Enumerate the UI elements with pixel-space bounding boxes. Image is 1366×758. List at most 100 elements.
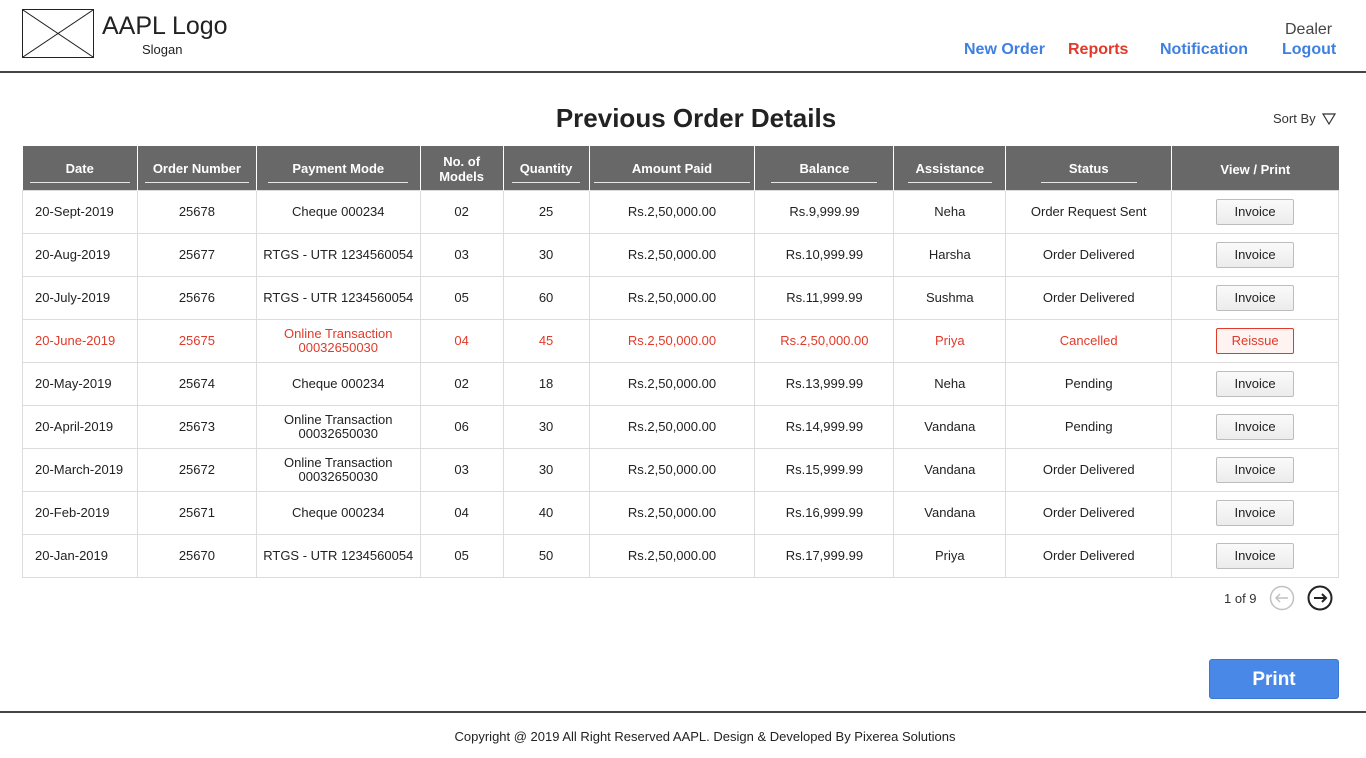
cell-assistance: Neha: [893, 190, 1007, 234]
cell-status: Order Delivered: [1005, 276, 1173, 320]
table-row: 20-March-2019 25672 Online Transaction 0003…: [22, 448, 1339, 492]
cell-assistance: Neha: [893, 362, 1007, 406]
logout-link[interactable]: Logout: [1282, 41, 1337, 58]
nav-notification[interactable]: Notification: [1160, 41, 1248, 58]
cell-order-number: 25674: [136, 362, 257, 406]
print-button[interactable]: Print: [1209, 659, 1339, 699]
cell-date: 20-July-2019: [22, 276, 138, 320]
cell-date: 20-May-2019: [22, 362, 138, 406]
cell-status: Order Delivered: [1005, 448, 1173, 492]
cell-balance: Rs.9,999.99: [754, 190, 895, 234]
nav-new-order[interactable]: New Order: [964, 41, 1045, 58]
sort-by-button[interactable]: Sort By: [1273, 111, 1336, 126]
cell-quantity: 45: [502, 319, 590, 363]
col-header-quantity[interactable]: Quantity: [503, 146, 590, 191]
footer: Copyright @ 2019 All Right Reserved AAPL…: [0, 711, 1366, 758]
cell-status: Pending: [1005, 405, 1173, 449]
cell-view-print: Invoice: [1171, 491, 1339, 535]
payment-line-2: 00032650030: [298, 340, 379, 355]
col-header-date[interactable]: Date: [22, 146, 138, 191]
table-row: 20-April-2019 25673 Online Transaction 0003…: [22, 405, 1339, 449]
cell-assistance: Sushma: [893, 276, 1007, 320]
cell-balance: Rs.13,999.99: [754, 362, 895, 406]
cell-view-print: Invoice: [1171, 362, 1339, 406]
cell-balance: Rs.14,999.99: [754, 405, 895, 449]
cell-view-print: Invoice: [1171, 405, 1339, 449]
cell-quantity: 18: [502, 362, 590, 406]
table-row: 20-Sept-2019 25678 Cheque 000234 02 25 Rs.2,5…: [22, 190, 1339, 234]
cell-quantity: 40: [502, 491, 590, 535]
cell-assistance: Priya: [893, 534, 1007, 578]
invoice-button[interactable]: Invoice: [1216, 414, 1295, 440]
payment-line: RTGS - UTR 1234560054: [263, 290, 414, 305]
cell-status: Order Request Sent: [1005, 190, 1173, 234]
page-title: Previous Order Details: [555, 103, 837, 133]
cell-payment-mode: RTGS - UTR 1234560054: [255, 534, 421, 578]
cell-amount-paid: Rs.2,50,000.00: [588, 276, 756, 320]
orders-table: Date Order Number Payment Mode No. of Mo…: [22, 146, 1339, 578]
cell-view-print: Invoice: [1171, 448, 1339, 492]
reissue-button[interactable]: Reissue: [1216, 328, 1295, 354]
invoice-button[interactable]: Invoice: [1216, 371, 1295, 397]
invoice-button[interactable]: Invoice: [1216, 500, 1295, 526]
cell-models: 06: [419, 405, 504, 449]
cell-assistance: Vandana: [893, 448, 1007, 492]
cell-assistance: Harsha: [893, 233, 1007, 277]
cell-status: Pending: [1005, 362, 1173, 406]
invoice-button[interactable]: Invoice: [1216, 242, 1295, 268]
col-header-amount-paid[interactable]: Amount Paid: [589, 146, 756, 191]
cell-view-print: Reissue: [1171, 319, 1339, 363]
cell-amount-paid: Rs.2,50,000.00: [588, 319, 756, 363]
col-header-order-number[interactable]: Order Number: [137, 146, 257, 191]
arrow-left-circle-icon[interactable]: [1269, 585, 1295, 611]
payment-line: Cheque 000234: [291, 376, 385, 391]
user-role-label: Dealer: [1285, 21, 1333, 38]
cell-status: Order Delivered: [1005, 491, 1173, 535]
cell-date: 20-Jan-2019: [22, 534, 138, 578]
col-header-status[interactable]: Status: [1005, 146, 1173, 191]
cell-assistance: Vandana: [893, 405, 1007, 449]
table-header-row: Date Order Number Payment Mode No. of Mo…: [22, 146, 1339, 191]
cell-order-number: 25675: [136, 319, 257, 363]
cell-amount-paid: Rs.2,50,000.00: [588, 233, 756, 277]
cell-models: 05: [419, 534, 504, 578]
invoice-button[interactable]: Invoice: [1216, 285, 1295, 311]
cell-assistance: Vandana: [893, 491, 1007, 535]
cell-models: 03: [419, 448, 504, 492]
logo-placeholder-icon: [22, 9, 94, 58]
invoice-button[interactable]: Invoice: [1216, 199, 1295, 225]
cell-date: 20-Aug-2019: [22, 233, 138, 277]
cell-order-number: 25672: [136, 448, 257, 492]
payment-line-2: 00032650030: [298, 426, 379, 441]
nav-reports[interactable]: Reports: [1068, 41, 1129, 58]
cell-view-print: Invoice: [1171, 190, 1339, 234]
invoice-button[interactable]: Invoice: [1216, 457, 1295, 483]
cell-amount-paid: Rs.2,50,000.00: [588, 491, 756, 535]
table-row: 20-May-2019 25674 Cheque 000234 02 18 Rs.2,50…: [22, 362, 1339, 406]
col-header-payment-mode[interactable]: Payment Mode: [256, 146, 421, 191]
cell-balance: Rs.15,999.99: [754, 448, 895, 492]
col-header-balance[interactable]: Balance: [754, 146, 895, 191]
cell-payment-mode: Cheque 000234: [255, 491, 421, 535]
cell-models: 04: [419, 319, 504, 363]
cell-order-number: 25671: [136, 491, 257, 535]
col-header-view-print: View / Print: [1171, 146, 1339, 191]
arrow-right-circle-icon[interactable]: [1307, 585, 1333, 611]
cell-quantity: 25: [502, 190, 590, 234]
payment-line: RTGS - UTR 1234560054: [263, 548, 414, 563]
col-header-models[interactable]: No. of Models: [420, 146, 504, 191]
cell-payment-mode: RTGS - UTR 1234560054: [255, 233, 421, 277]
cell-models: 02: [419, 190, 504, 234]
cell-view-print: Invoice: [1171, 233, 1339, 277]
cell-models: 03: [419, 233, 504, 277]
invoice-button[interactable]: Invoice: [1216, 543, 1295, 569]
cell-amount-paid: Rs.2,50,000.00: [588, 190, 756, 234]
cell-order-number: 25676: [136, 276, 257, 320]
cell-balance: Rs.11,999.99: [754, 276, 895, 320]
col-header-assistance[interactable]: Assistance: [893, 146, 1007, 191]
payment-line: RTGS - UTR 1234560054: [263, 247, 414, 262]
cell-balance: Rs.10,999.99: [754, 233, 895, 277]
cell-order-number: 25677: [136, 233, 257, 277]
payment-line: Cheque 000234: [291, 204, 385, 219]
cell-quantity: 30: [502, 405, 590, 449]
